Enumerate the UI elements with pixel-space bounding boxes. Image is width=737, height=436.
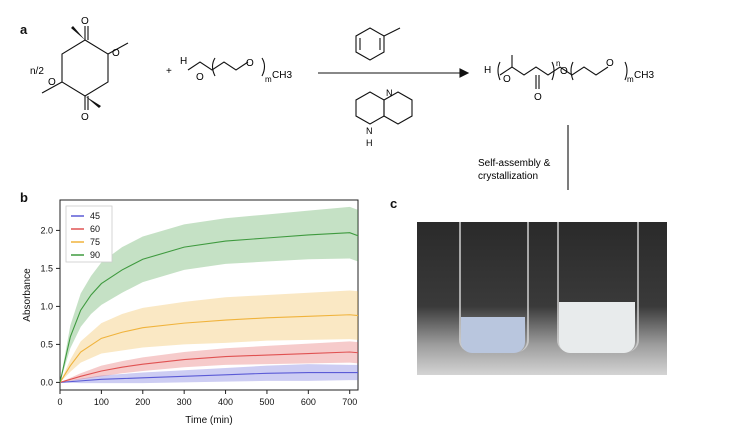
coefficient: n/2: [30, 66, 44, 77]
product-o-1: O: [503, 74, 511, 85]
vial-left-liquid: [461, 317, 525, 353]
mpeg-m: m: [265, 75, 272, 84]
mpeg-h: H: [180, 56, 187, 67]
mpeg-o-1: O: [196, 72, 204, 83]
x-tick-label-600: 600: [301, 397, 316, 407]
x-tick-label-100: 100: [94, 397, 109, 407]
series-line-75: [59, 314, 359, 383]
panel-letter-a: a: [20, 22, 28, 37]
y-tick-label-1: 1.0: [40, 301, 53, 311]
plus-sign: +: [166, 66, 172, 77]
lactide-o-right: O: [112, 48, 120, 59]
lactide-ring: [61, 39, 109, 97]
tbd-nh: N: [366, 126, 373, 136]
legend-box: [65, 205, 113, 263]
mpeg-o-2: O: [246, 58, 254, 69]
lactide-o-top: O: [81, 16, 89, 27]
y-tick-label-0: 0.0: [40, 377, 53, 387]
legend-label-75: 75: [90, 237, 100, 247]
legend-label-45: 45: [90, 211, 100, 221]
x-tick-label-500: 500: [259, 397, 274, 407]
legend-label-60: 60: [90, 224, 100, 234]
legend-label-90: 90: [90, 250, 100, 260]
panel-letter-c: c: [390, 196, 398, 211]
product-m: m: [627, 75, 634, 84]
series-band-60: [60, 341, 358, 383]
lactide-o-left: O: [48, 77, 56, 88]
product-o-carbonyl: O: [534, 92, 542, 103]
tbd-ring-right: [383, 91, 413, 125]
mpeg-ch3: CH3: [272, 70, 292, 81]
series-line-90: [59, 232, 359, 383]
product-o-3: O: [606, 58, 614, 69]
mpeg-chain: [187, 61, 249, 71]
panel-letter-b: b: [20, 190, 28, 205]
vials-photo: [417, 222, 667, 375]
y-tick-label-2: 2.0: [40, 225, 53, 235]
reaction-scheme: n/2 O O O O + H O O m CH3 N N H H O O n …: [30, 16, 654, 190]
vial-right: [557, 222, 639, 352]
tbd-ring-left: [355, 91, 385, 125]
series-line-45: [59, 371, 358, 383]
vial-right-liquid: [559, 302, 635, 353]
x-tick-label-0: 0: [57, 397, 62, 407]
x-axis-label: Time (min): [185, 415, 232, 426]
y-tick-label-1.5: 1.5: [40, 263, 53, 273]
x-tick-label-200: 200: [135, 397, 150, 407]
assembly-label-1: Self-assembly &: [478, 158, 551, 169]
product-o-2: O: [560, 66, 568, 77]
x-tick-label-400: 400: [218, 397, 233, 407]
tbd-h: H: [366, 138, 373, 148]
vial-left: [459, 222, 529, 352]
x-tick-label-700: 700: [342, 397, 357, 407]
y-tick-label-0.5: 0.5: [40, 339, 53, 349]
product-ch3: CH3: [634, 70, 654, 81]
tbd-n: N: [386, 88, 393, 98]
product-n: n: [556, 59, 560, 68]
absorbance-chart: 0 100 200 300 400 500 600 700 0.0 0.5 1.0 1.5 2.0 Tim…: [22, 199, 359, 426]
series-band-75: [60, 290, 358, 383]
series-line-60: [59, 351, 359, 383]
y-axis-label: Absorbance: [22, 268, 33, 322]
series-band-90: [60, 206, 358, 383]
x-tick-label-300: 300: [177, 397, 192, 407]
lactide-o-bottom: O: [81, 112, 89, 123]
assembly-label-2: crystallization: [478, 171, 538, 182]
product-h: H: [484, 65, 491, 76]
